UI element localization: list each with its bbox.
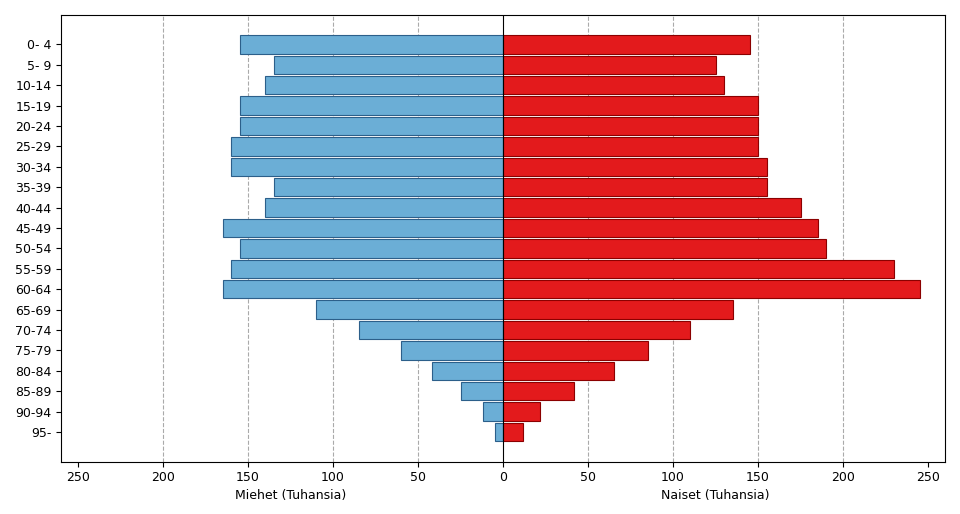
Bar <box>503 362 613 380</box>
Bar <box>483 402 503 421</box>
Bar <box>503 321 690 339</box>
Bar <box>231 158 503 176</box>
Text: Miehet (Tuhansia): Miehet (Tuhansia) <box>235 489 347 502</box>
Bar <box>359 321 503 339</box>
Bar <box>231 260 503 278</box>
Bar <box>274 178 503 196</box>
Bar <box>240 35 503 53</box>
Bar <box>503 240 826 258</box>
Bar <box>503 56 715 74</box>
Bar <box>231 137 503 156</box>
Bar <box>240 97 503 115</box>
Bar <box>274 56 503 74</box>
Bar <box>223 280 503 299</box>
Bar <box>503 76 724 95</box>
Bar <box>503 97 758 115</box>
Bar <box>240 117 503 135</box>
Bar <box>503 219 818 237</box>
Bar <box>503 280 920 299</box>
Text: Naiset (Tuhansia): Naiset (Tuhansia) <box>661 489 770 502</box>
Bar <box>223 219 503 237</box>
Bar <box>503 137 758 156</box>
Bar <box>494 423 503 441</box>
Bar <box>240 240 503 258</box>
Bar <box>503 158 766 176</box>
Bar <box>503 198 801 217</box>
Bar <box>401 341 503 360</box>
Bar <box>316 301 503 319</box>
Bar <box>432 362 503 380</box>
Bar <box>503 341 648 360</box>
Bar <box>503 117 758 135</box>
Bar <box>265 198 503 217</box>
Bar <box>461 382 503 400</box>
Bar <box>503 35 750 53</box>
Bar <box>265 76 503 95</box>
Bar <box>503 423 523 441</box>
Bar <box>503 178 766 196</box>
Bar <box>503 402 540 421</box>
Bar <box>503 382 574 400</box>
Bar <box>503 260 894 278</box>
Bar <box>503 301 732 319</box>
